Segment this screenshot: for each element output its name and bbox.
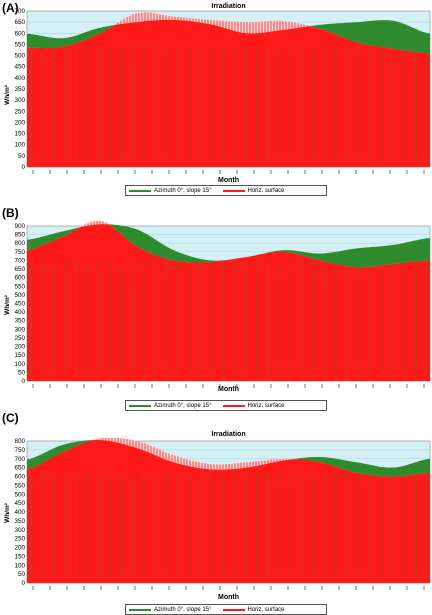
y-tick-label: 500 bbox=[14, 53, 25, 60]
series-area-horizontal-body bbox=[27, 440, 430, 583]
legend-item-horizontal: Horiz. surface bbox=[222, 606, 285, 613]
y-tick-label: 200 bbox=[14, 119, 25, 126]
y-tick-label: 350 bbox=[14, 86, 25, 93]
y-tick-label: 350 bbox=[14, 518, 25, 525]
legend-swatch-red bbox=[222, 189, 245, 192]
chart-panel-b: (B) 0 50 100 150 200 250 300 350 400 450 500 550 600… bbox=[0, 205, 432, 411]
y-tick-label: 800 bbox=[14, 438, 25, 445]
y-tick-label: 550 bbox=[14, 482, 25, 489]
x-axis-label: Month bbox=[218, 386, 239, 393]
y-tick-label: 100 bbox=[14, 361, 25, 368]
y-tick-label: 100 bbox=[14, 562, 25, 569]
legend-label: Azimuth 0°, slope 15° bbox=[154, 606, 212, 613]
legend-label: Horiz. surface bbox=[247, 606, 285, 613]
x-axis-label: Month bbox=[218, 594, 239, 601]
y-tick-label: 50 bbox=[18, 369, 26, 376]
panel-letter: (A) bbox=[2, 1, 19, 15]
legend-swatch-green bbox=[129, 404, 151, 407]
y-tick-label: 300 bbox=[14, 527, 25, 534]
y-tick-label: 700 bbox=[14, 456, 25, 463]
series-area-horizontal-body bbox=[27, 19, 430, 168]
y-tick-label: 550 bbox=[14, 283, 25, 290]
chart-legend: Azimuth 0°, slope 15° Horiz. surface bbox=[125, 604, 327, 615]
y-tick-label: 250 bbox=[14, 108, 25, 115]
legend-item-sloped: Azimuth 0°, slope 15° bbox=[129, 188, 212, 194]
chart-panel-c: (C) Irradiation 0 50 100 150 200 250 300 350 400 4… bbox=[0, 410, 432, 615]
legend-item-sloped: Azimuth 0°, slope 15° bbox=[129, 607, 212, 613]
y-tick-label: 650 bbox=[14, 465, 25, 472]
y-tick-label: 0 bbox=[21, 164, 25, 171]
y-tick-label: 300 bbox=[14, 326, 25, 333]
legend-item-sloped: Azimuth 0°, slope 15° bbox=[129, 403, 212, 409]
x-axis-label: Month bbox=[218, 177, 239, 184]
chart-title: Irradiation bbox=[211, 3, 245, 10]
legend-label: Azimuth 0°, slope 15° bbox=[154, 402, 212, 409]
legend-item-horizontal: Horiz. surface bbox=[222, 402, 285, 409]
legend-swatch-green bbox=[129, 608, 151, 611]
series-area-horizontal-body bbox=[27, 224, 430, 381]
y-tick-label: 450 bbox=[14, 301, 25, 308]
y-tick-label: 250 bbox=[14, 536, 25, 543]
y-axis-label: Wh/m² bbox=[4, 502, 11, 523]
y-tick-label: 300 bbox=[14, 97, 25, 104]
chart-title: Irradiation bbox=[211, 431, 245, 438]
y-tick-label: 600 bbox=[14, 275, 25, 282]
y-axis-label: Wh/m² bbox=[4, 294, 11, 315]
y-tick-label: 50 bbox=[18, 153, 26, 160]
y-tick-label: 600 bbox=[14, 474, 25, 481]
irradiation-chart: Irradiation 0 50 100 150 200 250 300 350 400 450 50… bbox=[4, 3, 431, 184]
y-tick-label: 400 bbox=[14, 309, 25, 316]
y-tick-label: 150 bbox=[14, 352, 25, 359]
y-tick-label: 450 bbox=[14, 64, 25, 71]
y-tick-label: 250 bbox=[14, 335, 25, 342]
legend-swatch-green bbox=[129, 189, 151, 192]
y-tick-label: 200 bbox=[14, 344, 25, 351]
chart-legend: Azimuth 0°, slope 15° Horiz. surface bbox=[125, 400, 327, 411]
y-tick-label: 600 bbox=[14, 30, 25, 37]
y-axis-label: Wh/m² bbox=[4, 84, 11, 105]
y-tick-label: 750 bbox=[14, 447, 25, 454]
y-tick-label: 800 bbox=[14, 240, 25, 247]
y-tick-label: 700 bbox=[14, 257, 25, 264]
y-tick-label: 0 bbox=[21, 378, 25, 385]
y-tick-label: 400 bbox=[14, 509, 25, 516]
panel-letter: (C) bbox=[2, 411, 19, 425]
panel-letter: (B) bbox=[2, 206, 19, 220]
y-tick-label: 150 bbox=[14, 131, 25, 138]
chart-legend: Azimuth 0°, slope 15° Horiz. surface bbox=[125, 185, 327, 196]
y-tick-label: 0 bbox=[21, 580, 25, 587]
y-tick-label: 900 bbox=[14, 223, 25, 230]
y-tick-label: 150 bbox=[14, 553, 25, 560]
legend-swatch-red bbox=[222, 404, 245, 407]
y-tick-label: 650 bbox=[14, 266, 25, 273]
legend-label: Horiz. surface bbox=[247, 187, 285, 194]
y-tick-label: 450 bbox=[14, 500, 25, 507]
y-tick-label: 500 bbox=[14, 292, 25, 299]
y-tick-label: 400 bbox=[14, 75, 25, 82]
legend-swatch-red bbox=[222, 608, 245, 611]
y-tick-label: 850 bbox=[14, 232, 25, 239]
y-tick-label: 650 bbox=[14, 19, 25, 26]
chart-panel-a: (A) Irradiation 0 50 100 150 200 250 300 350 400 4… bbox=[0, 0, 432, 205]
y-tick-label: 550 bbox=[14, 41, 25, 48]
y-tick-label: 750 bbox=[14, 249, 25, 256]
y-tick-label: 700 bbox=[14, 8, 25, 15]
y-tick-label: 50 bbox=[18, 571, 26, 578]
legend-label: Azimuth 0°, slope 15° bbox=[154, 187, 212, 194]
y-tick-label: 500 bbox=[14, 491, 25, 498]
y-tick-label: 350 bbox=[14, 318, 25, 325]
legend-item-horizontal: Horiz. surface bbox=[222, 187, 285, 194]
legend-label: Horiz. surface bbox=[247, 402, 285, 409]
y-tick-label: 100 bbox=[14, 142, 25, 149]
y-tick-label: 200 bbox=[14, 545, 25, 552]
